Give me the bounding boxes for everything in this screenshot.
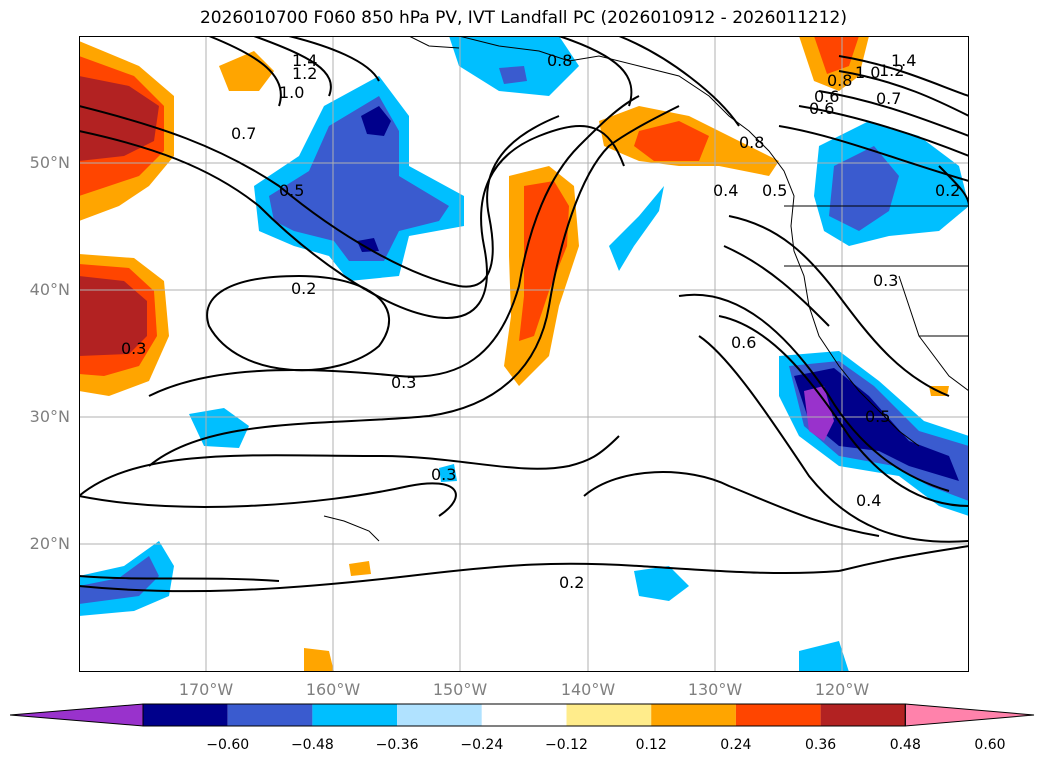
colorbar-tick-label: 0.48 — [889, 737, 921, 753]
contour-label: 1.2 — [879, 61, 904, 80]
lon-label: 140°W — [560, 680, 616, 699]
colorbar-segment — [820, 704, 906, 726]
colorbar-tick-label: −0.60 — [206, 737, 250, 753]
colorbar-tick-label: 0.12 — [635, 737, 667, 753]
contour-label: 1.4 — [292, 51, 317, 70]
lon-label: 170°W — [178, 680, 234, 699]
contour-label: 0.2 — [935, 181, 960, 200]
colorbar — [10, 703, 1035, 727]
coastlines — [323, 36, 969, 542]
colorbar-outline — [142, 703, 906, 727]
contour-label: 0.8 — [827, 71, 852, 90]
contour-label: 0.7 — [876, 89, 901, 108]
contour-label: 0.3 — [431, 465, 456, 484]
lat-label: 20°N — [29, 534, 70, 553]
colorbar-tick-label: −0.24 — [460, 737, 504, 753]
contour-label: 0.3 — [873, 271, 898, 290]
contour-labels: 1.4 1.2 1.0 0.7 0.5 0.8 0.2 0.3 0.3 0.3 … — [121, 51, 960, 592]
contour-label: 0.5 — [865, 407, 890, 426]
pv-shading — [79, 36, 969, 672]
map-panel: 1.4 1.2 1.0 0.7 0.5 0.8 0.2 0.3 0.3 0.3 … — [79, 36, 969, 672]
colorbar-segment — [397, 704, 482, 726]
contour-label: 0.8 — [547, 51, 572, 70]
contour-label: 1.0 — [855, 63, 880, 82]
colorbar-tick-label: 0.36 — [805, 737, 837, 753]
colorbar-segment — [312, 704, 398, 726]
lat-label: 30°N — [29, 407, 70, 426]
contour-label: 0.2 — [559, 573, 584, 592]
contour-label: 0.6 — [731, 333, 756, 352]
contour-label: 0.4 — [713, 181, 738, 200]
lon-label: 120°W — [814, 680, 870, 699]
contour-label: 0.3 — [121, 339, 146, 358]
colorbar-segment — [481, 704, 567, 726]
contour-label: 0.8 — [739, 133, 764, 152]
colorbar-segment — [227, 704, 313, 726]
contour-label: 0.4 — [856, 491, 881, 510]
lat-label: 50°N — [29, 153, 70, 172]
contour-label: 0.6 — [814, 87, 839, 106]
lon-label: 150°W — [432, 680, 488, 699]
colorbar-tick-label: −0.48 — [290, 737, 334, 753]
contour-label: 1.4 — [891, 51, 916, 70]
colorbar-segment — [143, 704, 228, 726]
colorbar-tick-label: −0.36 — [375, 737, 419, 753]
graticule — [79, 36, 969, 672]
colorbar-segment — [566, 704, 652, 726]
lon-label: 130°W — [687, 680, 743, 699]
contour-label: 0.6 — [809, 99, 834, 118]
contour-label: 0.5 — [762, 181, 787, 200]
lat-label: 40°N — [29, 280, 70, 299]
contour-label: 0.5 — [279, 181, 304, 200]
map-title: 2026010700 F060 850 hPa PV, IVT Landfall… — [199, 8, 847, 28]
contour-label: 0.3 — [391, 373, 416, 392]
colorbar-segment — [651, 704, 736, 726]
lon-label: 160°W — [305, 680, 361, 699]
colorbar-tick-label: 0.60 — [974, 737, 1006, 753]
contour-label: 1.0 — [279, 83, 304, 102]
colorbar-tick-label: 0.24 — [720, 737, 752, 753]
contour-label: 0.2 — [291, 279, 316, 298]
colorbar-segment — [735, 704, 821, 726]
contour-label: 1.2 — [292, 64, 317, 83]
colorbar-tick-label: −0.12 — [545, 737, 588, 753]
contour-label: 0.7 — [231, 124, 256, 143]
ivt-contours — [79, 36, 969, 593]
colorbar-extend-high — [904, 703, 1035, 727]
colorbar-extend-low — [10, 703, 144, 727]
